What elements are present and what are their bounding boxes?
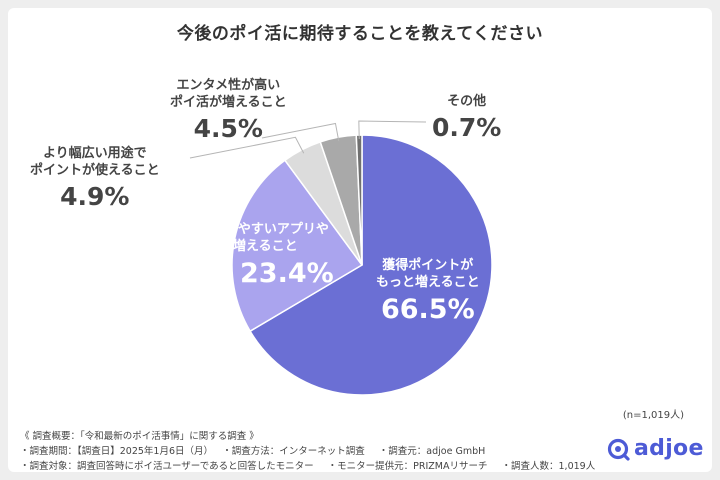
label-entertainment: エンタメ性が高い ポイ活が増えること 4.5%	[170, 78, 287, 146]
value-other: 0.7%	[432, 112, 502, 142]
survey-target: ・調査対象：調査回答時にポイ活ユーザーであると回答したモニター	[20, 461, 314, 472]
label-other-line1: その他	[447, 94, 487, 109]
label-other: その他 0.7%	[432, 94, 501, 145]
value-easy-apps: 23.4%	[240, 257, 334, 289]
label-easy-apps-line2: サービスが増えること	[168, 238, 298, 254]
label-more-points-line1: 獲得ポイントが	[382, 258, 474, 273]
value-wider-use: 4.9%	[60, 181, 130, 211]
slice-more-points	[249, 134, 493, 396]
value-entertainment: 4.5%	[193, 113, 263, 143]
leader-wider-use	[189, 136, 305, 159]
survey-row-3: ・調査対象：調査回答時にポイ活ユーザーであると回答したモニター ・モニター提供元：…	[20, 459, 595, 474]
label-easy-apps: 簡単で使いやすいアプリや サービスが増えること 23.4%	[168, 222, 334, 292]
adjoe-logo-text: adjoe	[634, 436, 704, 461]
adjoe-logo: adjoe	[606, 436, 704, 461]
label-more-points-line2: もっと増えること	[376, 274, 480, 290]
chart-title: 今後のポイ活に期待することを教えてください	[176, 24, 544, 44]
sample-size: (n=1,019人)	[622, 410, 684, 421]
survey-source: ・調査元：adjoe GmbH	[378, 446, 486, 457]
label-entertainment-line1: エンタメ性が高い	[176, 78, 281, 93]
label-wider-use: より幅広い用途で ポイントが使えること 4.9%	[30, 146, 160, 214]
label-more-points: 獲得ポイントが もっと増えること 66.5%	[376, 258, 480, 328]
leader-entertainment	[261, 122, 340, 142]
survey-notes: 《 調査概要：「令和最新のポイ活事情」に関する調査 》 ・調査期間：【調査日】2…	[20, 429, 595, 474]
survey-row-2: ・調査期間：【調査日】2025年1月6日（月） ・調査方法：インターネット調査 ・調…	[20, 444, 595, 459]
leader-other	[358, 120, 427, 140]
survey-method: ・調査方法：インターネット調査	[222, 446, 365, 457]
adjoe-logo-icon	[607, 438, 630, 461]
survey-summary: 《 調査概要：「令和最新のポイ活事情」に関する調査 》	[20, 431, 259, 442]
label-easy-apps-line1: 簡単で使いやすいアプリや	[172, 222, 329, 237]
label-entertainment-line2: ポイ活が増えること	[170, 94, 287, 110]
label-wider-use-line2: ポイントが使えること	[30, 162, 160, 178]
survey-provider: ・モニター提供元：PRIZMAリサーチ	[327, 461, 488, 472]
label-wider-use-line1: より幅広い用途で	[42, 146, 147, 161]
value-more-points: 66.5%	[380, 293, 475, 325]
survey-count: ・調査人数：1,019人	[501, 461, 596, 472]
slice-easy-apps	[231, 159, 364, 333]
survey-period: ・調査期間：【調査日】2025年1月6日（月）	[20, 446, 209, 457]
